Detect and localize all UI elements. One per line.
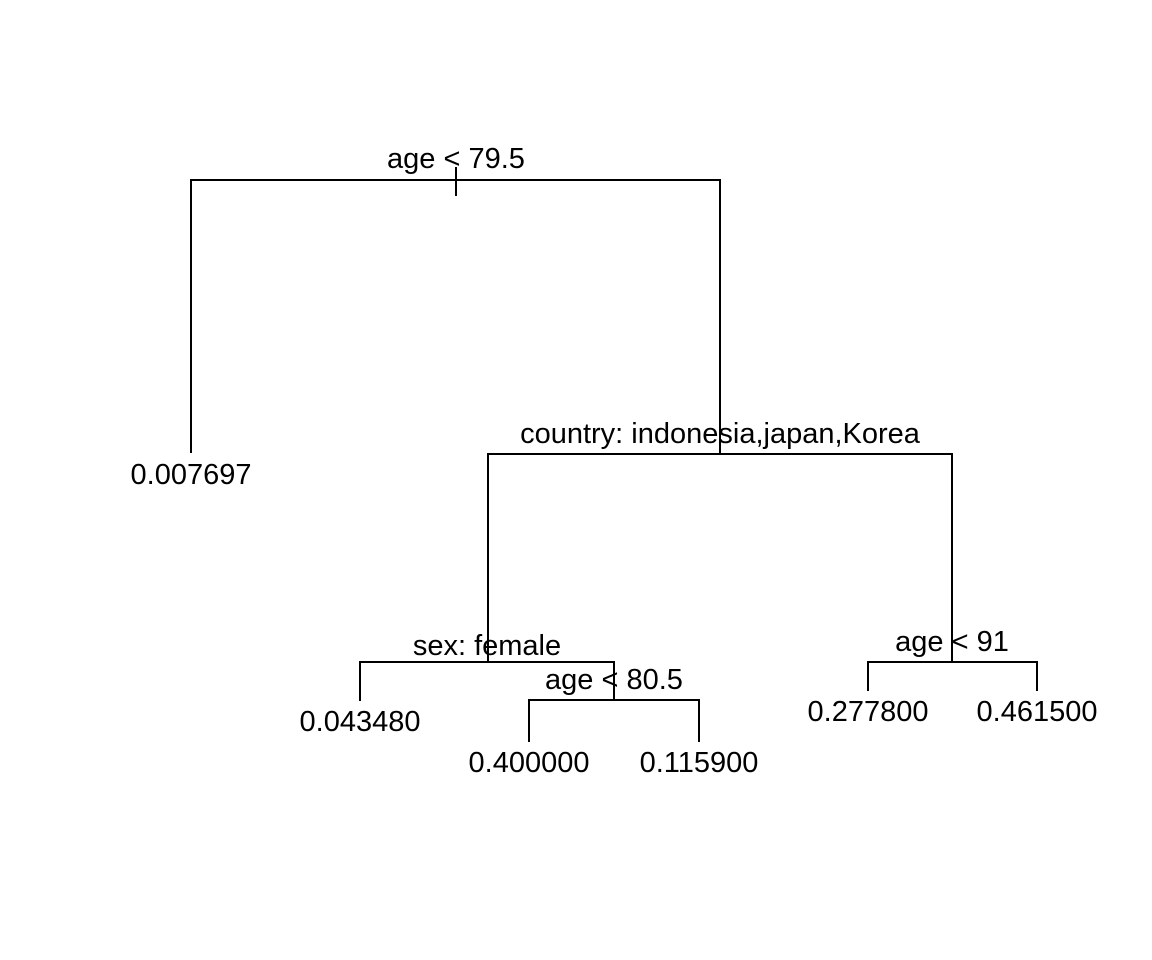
country-split-label: country: indonesia,japan,Korea	[520, 418, 921, 450]
leaf-value-1: 0.007697	[131, 459, 252, 491]
age-91-edges	[867, 661, 1038, 691]
split-root: age < 79.5	[190, 143, 721, 453]
sex-split-label: sex: female	[413, 630, 561, 662]
root-edges	[190, 179, 721, 453]
leaf-value-2: 0.043480	[300, 706, 421, 738]
root-split-label: age < 79.5	[387, 143, 525, 175]
leaf-value-5: 0.277800	[808, 696, 929, 728]
age-80-edges	[528, 699, 700, 742]
split-age-80: age < 80.5	[528, 664, 700, 742]
leaf-value-3: 0.400000	[469, 747, 590, 779]
country-edges	[487, 453, 953, 662]
split-age-91: age < 91	[867, 626, 1038, 691]
age-80-split-label: age < 80.5	[545, 664, 683, 696]
split-country: country: indonesia,japan,Korea	[487, 418, 953, 662]
split-sex: sex: female	[359, 630, 615, 701]
sex-edges	[359, 661, 615, 701]
leaf-value-6: 0.461500	[977, 696, 1098, 728]
age-91-split-label: age < 91	[895, 626, 1009, 658]
leaf-value-4: 0.115900	[640, 747, 759, 779]
